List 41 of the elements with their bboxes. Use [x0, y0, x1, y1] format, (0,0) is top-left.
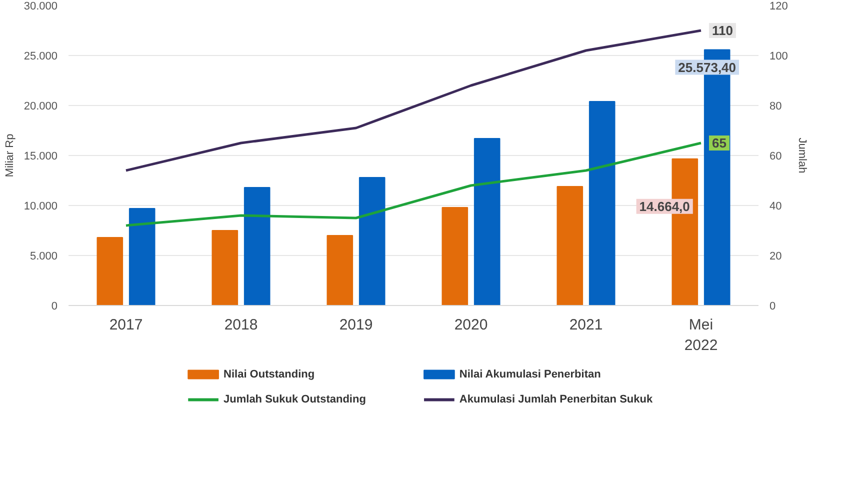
data-label: 14.664,0 [639, 198, 690, 214]
y2-tick-label: 40 [770, 200, 782, 212]
y2-tick-label: 120 [770, 0, 788, 12]
bar [442, 207, 468, 306]
x-tick-label: 2017 [109, 316, 143, 334]
bar [244, 187, 270, 306]
y-axis-title: Miliar Rp [4, 134, 16, 178]
line-series [124, 142, 702, 227]
x-tick-label: Mei 2022 [684, 316, 718, 354]
y2-tick-label: 0 [770, 300, 776, 312]
x-tick-label: 2020 [454, 316, 488, 334]
bar [556, 186, 584, 306]
y2-tick-label: 20 [770, 250, 782, 262]
x-tick-label: 2018 [224, 316, 258, 334]
y-tick-label: 20.000 [24, 100, 58, 112]
bar [358, 177, 386, 306]
legend-label: Akumulasi Jumlah Penerbitan Sukuk [459, 394, 654, 406]
y2-tick-label: 100 [770, 50, 788, 62]
legend-label: Jumlah Sukuk Outstanding [224, 394, 366, 406]
bar [326, 235, 354, 306]
y-tick-label: 30.000 [24, 0, 58, 12]
data-label: 25.573,40 [678, 60, 736, 75]
y-tick-label: 15.000 [24, 150, 58, 162]
y-tick-label: 5.000 [30, 250, 58, 262]
legend-label: Nilai Akumulasi Penerbitan [459, 368, 602, 380]
data-label: 65 [712, 136, 726, 150]
x-tick-label: 2021 [569, 316, 603, 334]
bar [474, 138, 500, 306]
x-tick-label: 2019 [339, 316, 373, 334]
y-tick-label: 25.000 [24, 50, 58, 62]
data-label: 110 [712, 23, 733, 38]
y2-axis-title: Jumlah [796, 138, 808, 174]
bar [128, 208, 156, 306]
y2-tick-label: 60 [770, 150, 782, 162]
bar [96, 237, 124, 306]
legend-label: Nilai Outstanding [224, 368, 315, 380]
bar [212, 230, 238, 306]
y-tick-label: 0 [51, 300, 58, 312]
bar [588, 101, 616, 306]
y-tick-label: 10.000 [24, 200, 58, 212]
y2-tick-label: 80 [770, 100, 782, 112]
